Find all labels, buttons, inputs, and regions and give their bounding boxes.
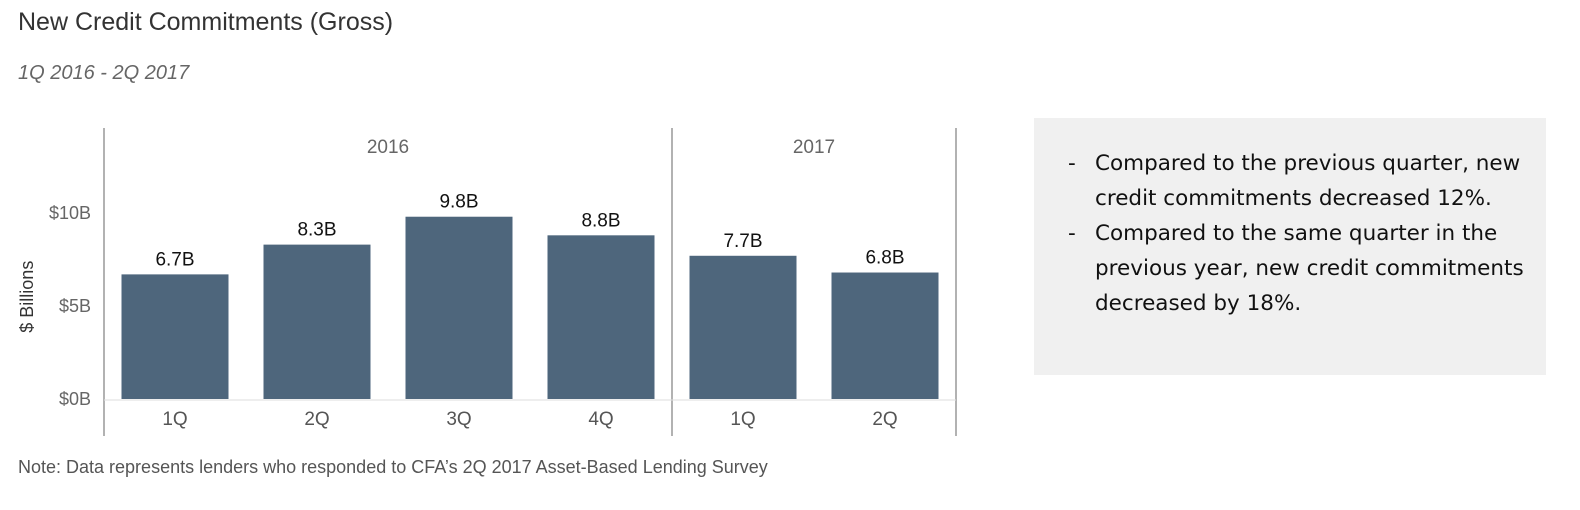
data-label: 6.7B (155, 249, 194, 270)
x-tick-label: 3Q (446, 409, 471, 430)
bullet-marker: - (1068, 151, 1076, 176)
y-tick-label: $5B (59, 296, 91, 316)
data-label: 9.8B (439, 192, 478, 213)
x-tick-label: 2Q (304, 409, 329, 430)
y-tick-label: $10B (49, 203, 91, 223)
data-label: 8.3B (297, 220, 336, 241)
chart-subtitle: 1Q 2016 - 2Q 2017 (18, 62, 190, 84)
data-label: 8.8B (581, 210, 620, 231)
commentary-list: - Compared to the previous quarter, new … (1068, 146, 1536, 321)
bar (263, 244, 371, 399)
data-label: 6.8B (865, 248, 904, 269)
year-header: 2016 (367, 137, 409, 158)
bullet-text: Compared to the same quarter in the prev… (1095, 221, 1524, 316)
commentary-panel: - Compared to the previous quarter, new … (1034, 118, 1546, 375)
commentary-bullet: - Compared to the previous quarter, new … (1068, 146, 1536, 216)
y-tick-label: $0B (59, 389, 91, 409)
x-tick-label: 4Q (588, 409, 613, 430)
year-header: 2017 (793, 137, 835, 158)
chart-title: New Credit Commitments (Gross) (18, 8, 394, 36)
commentary-bullet: - Compared to the same quarter in the pr… (1068, 216, 1536, 321)
bullet-marker: - (1068, 221, 1076, 246)
data-label: 7.7B (723, 231, 762, 252)
x-tick-label: 2Q (872, 409, 897, 430)
bar (831, 272, 939, 399)
x-tick-label: 1Q (162, 409, 187, 430)
bar (547, 235, 655, 399)
bar-chart: $ Billions $0B $5B $10B 2016 6.7B 1Q 8.3B 2Q 9.8B… (17, 128, 957, 436)
bar (689, 255, 797, 399)
footnote: Note: Data represents lenders who respon… (18, 457, 768, 477)
bar (405, 216, 513, 399)
x-tick-label: 1Q (730, 409, 755, 430)
y-axis-title: $ Billions (17, 261, 37, 333)
bullet-text: Compared to the previous quarter, new cr… (1095, 151, 1521, 211)
bar (121, 274, 229, 399)
